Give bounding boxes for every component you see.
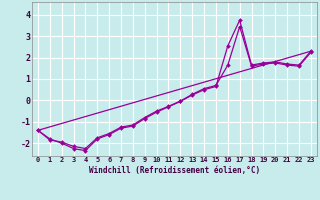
X-axis label: Windchill (Refroidissement éolien,°C): Windchill (Refroidissement éolien,°C): [89, 166, 260, 175]
